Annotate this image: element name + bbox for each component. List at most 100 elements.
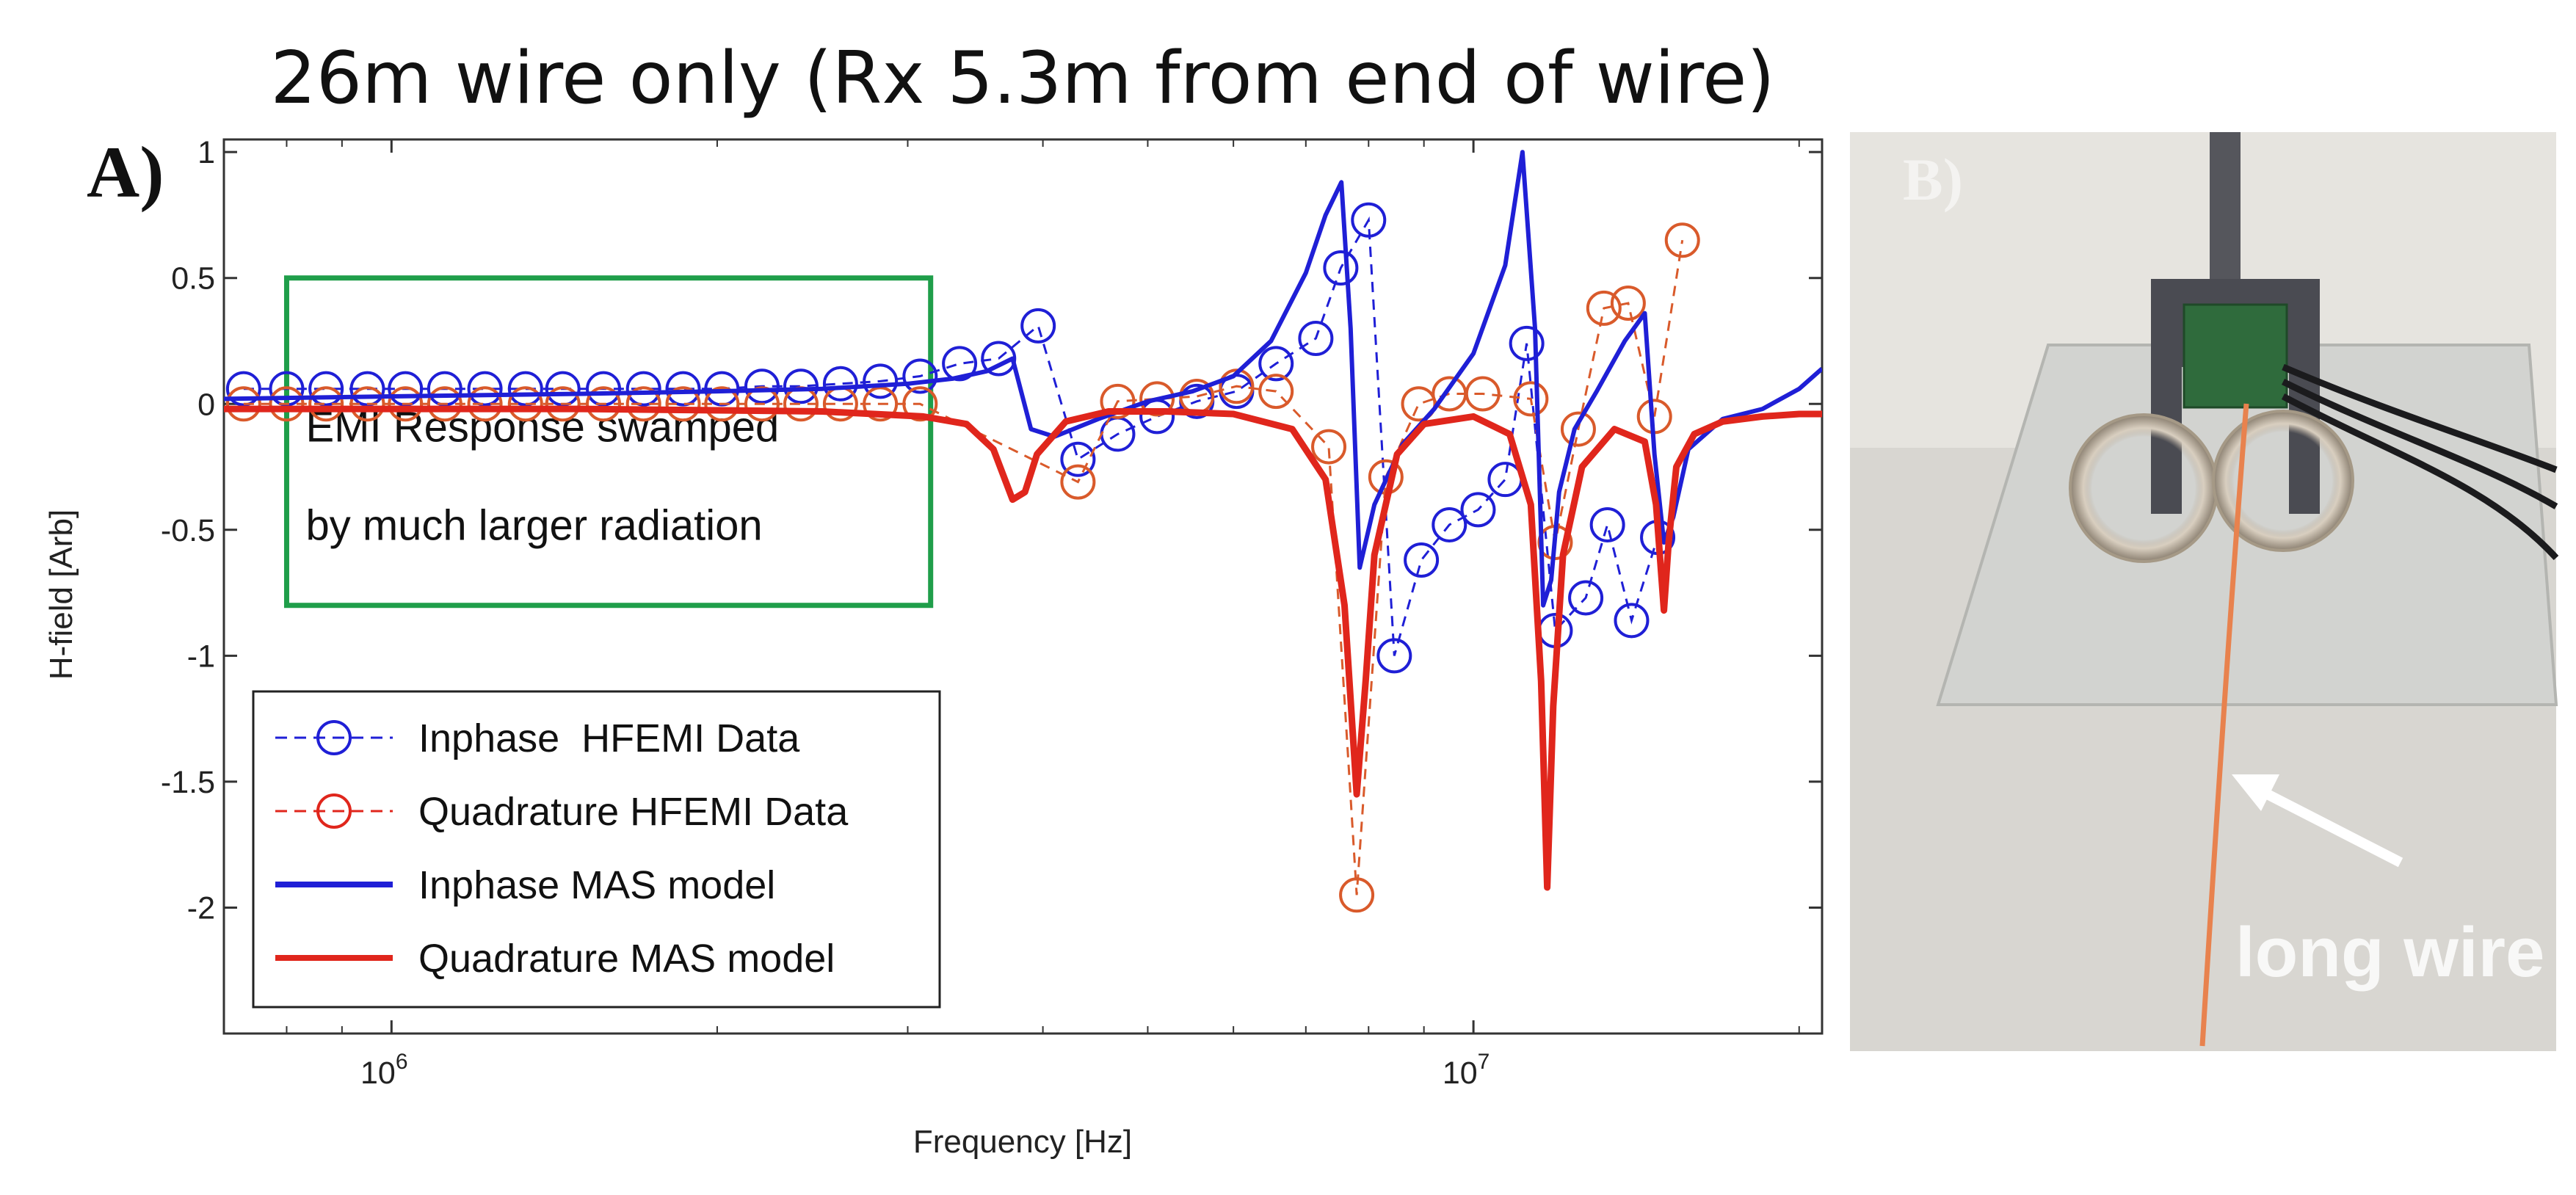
y-tick-label: -1.5 [161, 765, 215, 800]
y-axis-label: H-field [Arb] [43, 509, 79, 680]
data-point [1401, 386, 1437, 422]
legend-label-quadrature-data: Quadrature HFEMI Data [418, 790, 849, 834]
legend-label-inphase-model: Inphase MAS model [418, 863, 775, 907]
data-point [1258, 374, 1294, 410]
data-point [1258, 346, 1294, 382]
data-point [863, 363, 899, 399]
cables [2281, 363, 2559, 561]
data-point [225, 386, 261, 422]
y-tick-label: -1 [187, 639, 215, 674]
legend-entry-quadrature-data: Quadrature HFEMI Data [275, 790, 849, 834]
series-dashed-line [243, 239, 1684, 896]
data-point [1298, 321, 1334, 357]
circuit-board [2183, 303, 2288, 409]
data-point [269, 386, 305, 422]
data-point [467, 386, 503, 422]
data-point [1020, 308, 1056, 344]
data-point [1219, 368, 1255, 404]
receiver-coil-left [2069, 413, 2218, 563]
data-point [1351, 202, 1387, 238]
data-point [1311, 429, 1347, 465]
legend-entry-inphase-data: Inphase HFEMI Data [275, 716, 800, 760]
photo-annotation: long wire [2235, 913, 2544, 992]
annotation-box [283, 275, 934, 609]
data-point [349, 386, 385, 422]
data-point [1139, 381, 1175, 417]
x-tick-label: 106 [360, 1050, 408, 1091]
axis-ticks: 1 0.5 0 -0.5 -1 -1.5 -2 106 107 [161, 135, 1822, 1091]
arrow-shaft [2254, 784, 2403, 868]
data-point [783, 368, 819, 404]
data-point [1509, 325, 1545, 361]
data-point [625, 371, 661, 407]
arrow-head-icon [2232, 774, 2279, 811]
data-point [902, 386, 938, 422]
data-point [586, 386, 622, 422]
data-point [1323, 250, 1359, 286]
data-point [902, 358, 938, 394]
data-point [1060, 464, 1096, 500]
data-point [1586, 290, 1622, 326]
legend-box [252, 690, 941, 1009]
data-point [744, 386, 780, 422]
y-tick-label: -0.5 [161, 513, 215, 548]
data-point [427, 386, 462, 422]
data-point [507, 386, 543, 422]
annotation-line-2: by much larger radiation [305, 502, 762, 550]
data-point [744, 368, 780, 404]
panel-a-label: A) [87, 131, 164, 213]
y-tick-label: 0.5 [171, 261, 215, 297]
receiver-coil-right [2212, 410, 2354, 552]
data-point [1376, 638, 1412, 674]
data-point [1610, 286, 1646, 322]
series-inphase-hfemi-data [225, 202, 1676, 674]
data-point [1513, 381, 1549, 417]
series-quadrature-mas-model [224, 405, 1822, 891]
data-point [388, 386, 424, 422]
photo-panel: long wire B) [1850, 132, 2559, 1051]
data-point [1404, 542, 1440, 578]
data-point [225, 371, 261, 407]
series-inphase-mas-model [224, 150, 1822, 608]
legend-label-quadrature-model: Quadrature MAS model [418, 937, 835, 981]
data-point [1100, 383, 1136, 419]
data-point [665, 371, 701, 407]
series-dashed-line [243, 216, 1659, 656]
data-point [863, 386, 899, 422]
series-layer [224, 150, 1822, 913]
legend: Inphase HFEMI Data Quadrature HFEMI Data… [252, 690, 941, 1009]
data-point [625, 386, 661, 422]
legend-label-inphase-data: Inphase HFEMI Data [418, 716, 800, 760]
x-axis-label: Frequency [Hz] [913, 1124, 1132, 1160]
data-point [1432, 506, 1467, 542]
data-point [665, 386, 701, 422]
figure-title: 26m wire only (Rx 5.3m from end of wire) [270, 37, 1774, 120]
data-point [704, 386, 740, 422]
data-point [1614, 603, 1650, 639]
data-point [822, 366, 858, 402]
panel-b-label: B) [1903, 146, 1963, 213]
data-point [308, 371, 344, 407]
y-tick-label: -2 [187, 890, 215, 926]
data-point [1339, 877, 1375, 913]
series-line [224, 405, 1822, 891]
data-point [1460, 492, 1496, 528]
data-point [308, 386, 344, 422]
data-point [1568, 580, 1604, 616]
data-point [467, 371, 503, 407]
data-point [1465, 376, 1501, 412]
x-tick-label: 107 [1443, 1050, 1490, 1091]
series-line [224, 150, 1822, 608]
y-tick-label: 1 [197, 135, 215, 170]
legend-entry-inphase-model: Inphase MAS model [275, 863, 775, 907]
data-point [1664, 222, 1700, 258]
data-point [507, 371, 543, 407]
data-point [1560, 411, 1596, 447]
legend-entry-quadrature-model: Quadrature MAS model [275, 937, 835, 981]
data-point [1589, 506, 1625, 542]
data-point [545, 386, 581, 422]
long-wire [2199, 403, 2249, 1047]
data-point [1060, 441, 1096, 477]
data-point [942, 346, 978, 382]
